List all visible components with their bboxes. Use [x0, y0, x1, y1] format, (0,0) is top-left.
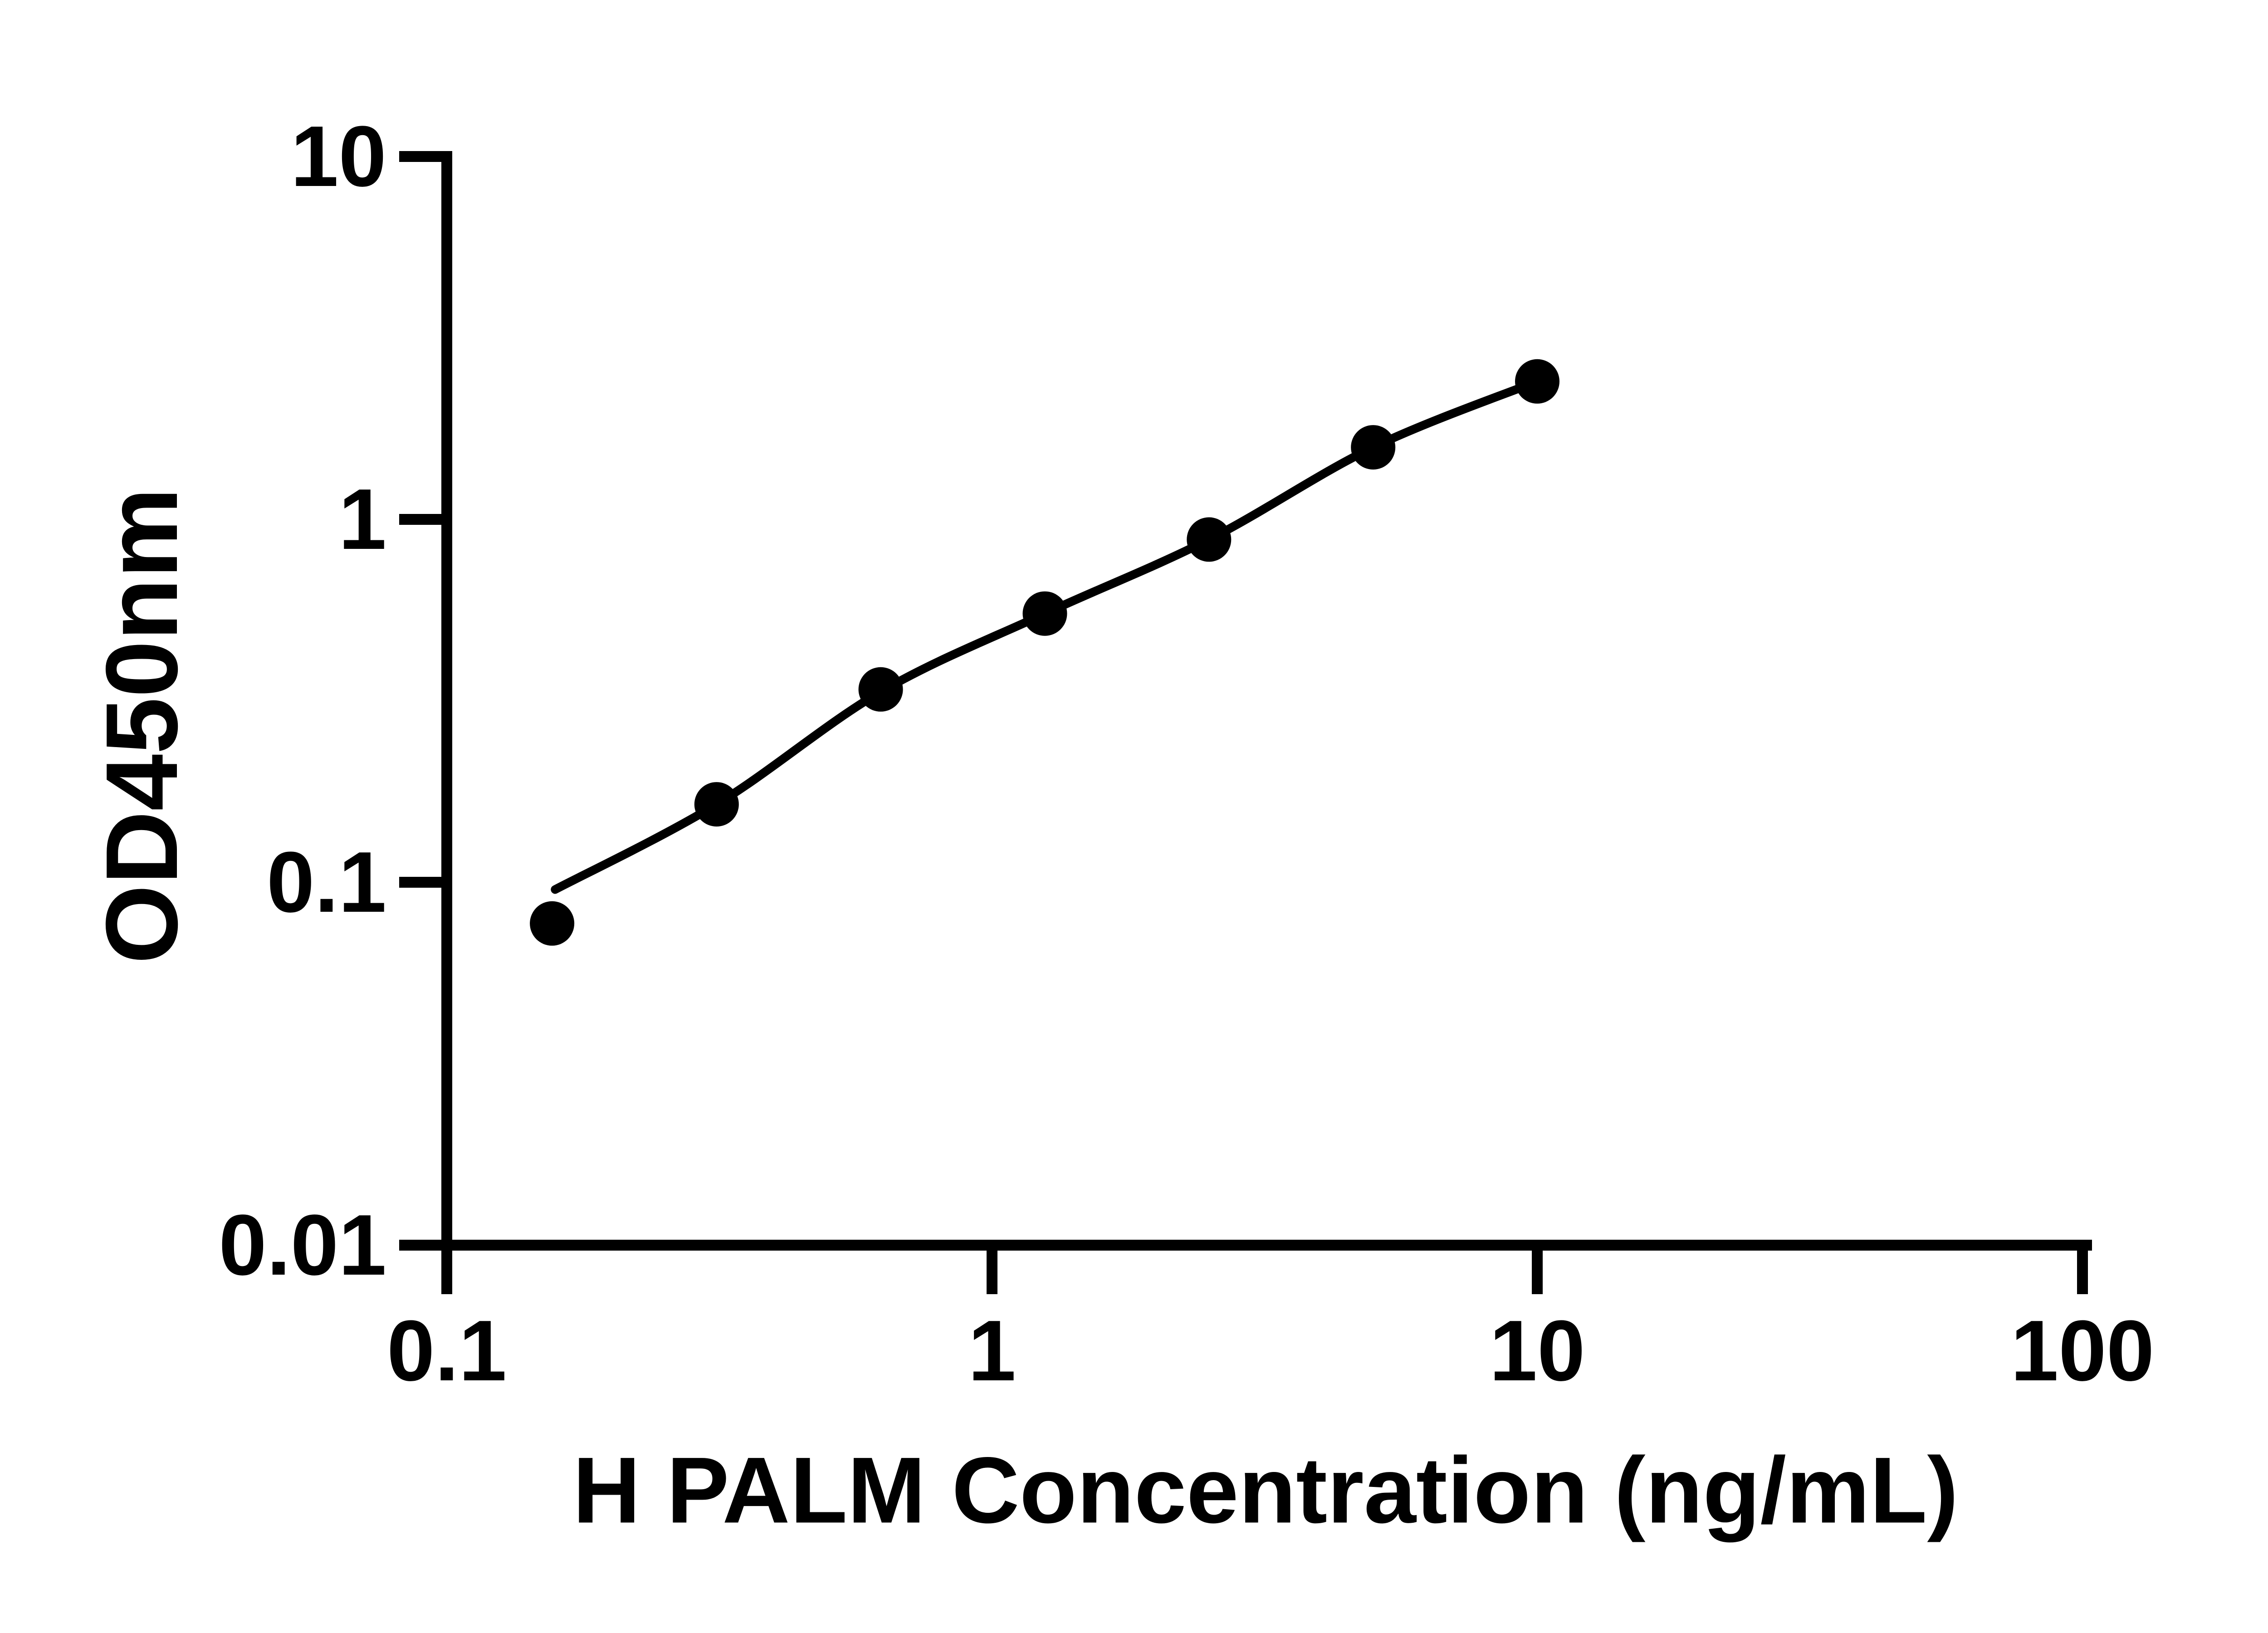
- x-axis-title: H PALM Concentration (ng/mL): [573, 1438, 1959, 1543]
- data-points-group: [530, 359, 1559, 946]
- x-ticks-group: 0.1 1 10 100: [387, 1245, 2155, 1399]
- data-point: [694, 782, 739, 827]
- data-point: [858, 667, 903, 712]
- y-tick-label: 1: [338, 471, 386, 567]
- y-axis-title: OD450nm: [84, 488, 199, 964]
- axes-group: [441, 156, 2092, 1294]
- data-point: [1022, 591, 1067, 636]
- y-tick-label: 0.1: [267, 834, 386, 930]
- data-point: [1351, 425, 1396, 470]
- data-point: [1515, 359, 1559, 404]
- data-point: [1187, 517, 1232, 562]
- y-ticks-group: 10 1 0.1 0.01: [219, 108, 452, 1293]
- x-tick-label: 10: [1489, 1303, 1585, 1399]
- x-tick-label: 1: [968, 1303, 1016, 1399]
- x-tick-label: 100: [2010, 1303, 2154, 1399]
- x-tick-label: 0.1: [387, 1303, 507, 1399]
- data-point: [530, 901, 575, 946]
- y-tick-label: 0.01: [219, 1197, 386, 1293]
- y-tick-label: 10: [291, 108, 386, 205]
